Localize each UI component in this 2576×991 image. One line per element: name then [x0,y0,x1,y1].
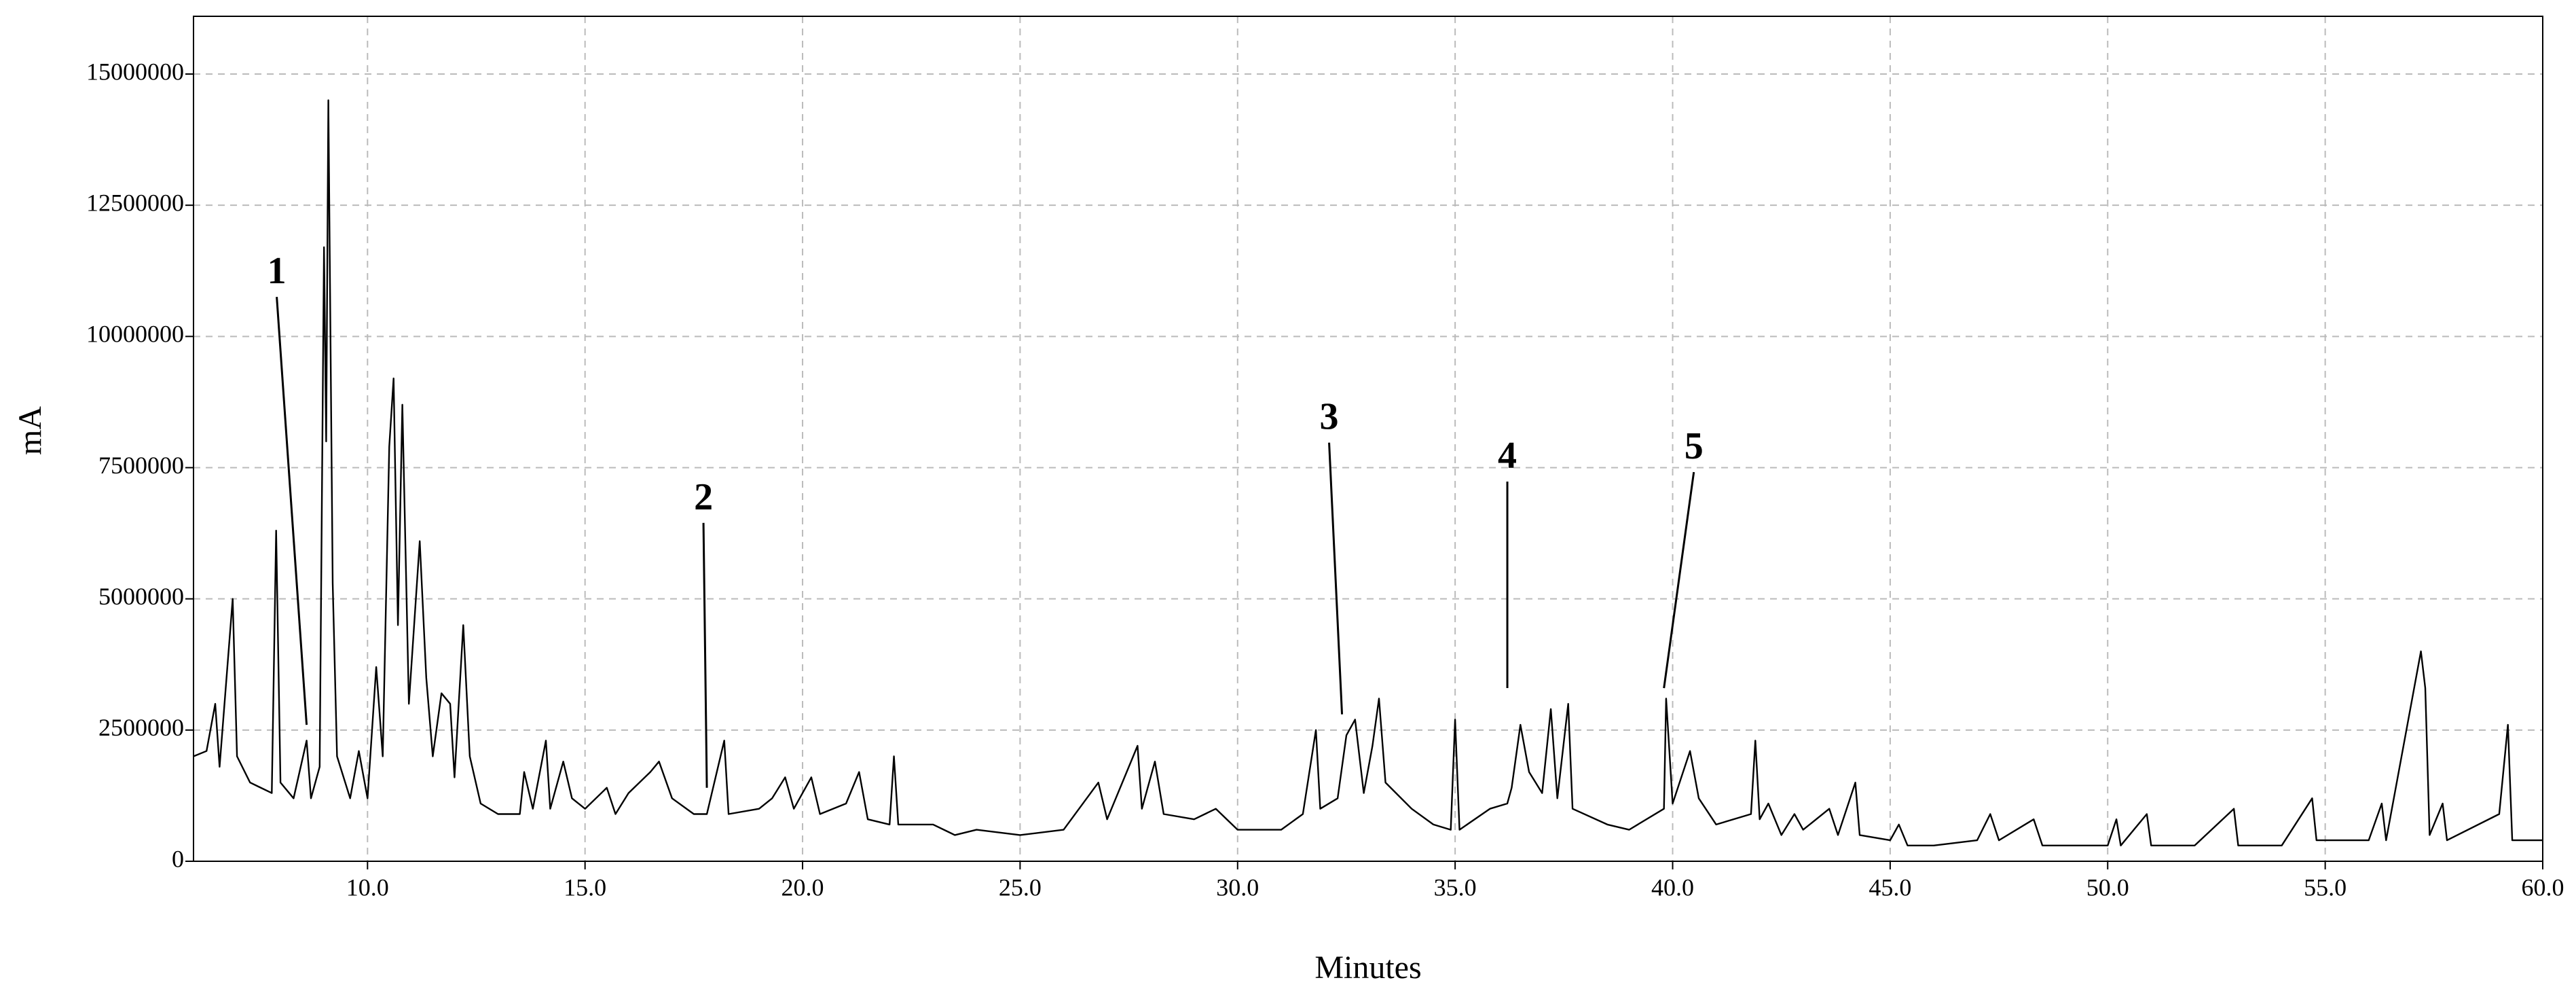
x-tick-label: 60.0 [2522,873,2564,901]
annotation-label: 5 [1685,425,1704,467]
y-tick-label: 7500000 [98,452,184,479]
chromatogram-line [193,99,2543,846]
y-tick-label: 12500000 [86,189,184,216]
annotation-label: 2 [694,476,713,518]
x-tick-label: 50.0 [2086,873,2129,901]
x-tick-label: 30.0 [1216,873,1259,901]
y-tick-label: 2500000 [98,714,184,741]
y-tick-label: 10000000 [86,321,184,348]
annotation-leader [702,522,708,788]
x-tick-label: 25.0 [999,873,1042,901]
x-tick-label: 10.0 [346,873,389,901]
y-tick-label: 15000000 [86,58,184,85]
x-tick-label: 15.0 [564,873,606,901]
y-tick-label: 5000000 [98,583,184,610]
x-tick-label: 20.0 [781,873,824,901]
x-tick-label: 40.0 [1651,873,1694,901]
y-tick-label: 0 [172,845,184,872]
x-tick-label: 35.0 [1434,873,1477,901]
annotation-label: 4 [1498,435,1517,477]
annotation-leader [1663,471,1695,689]
annotation-leader [1328,442,1344,715]
x-tick-label: 45.0 [1869,873,1911,901]
plot-frame [193,16,2543,862]
x-tick-label: 55.0 [2304,873,2347,901]
x-axis-title: Minutes [1314,950,1421,986]
annotation-label: 1 [268,250,287,292]
annotation-leader [276,297,308,725]
annotation-label: 3 [1320,396,1339,438]
y-axis-title: mA [12,406,48,455]
